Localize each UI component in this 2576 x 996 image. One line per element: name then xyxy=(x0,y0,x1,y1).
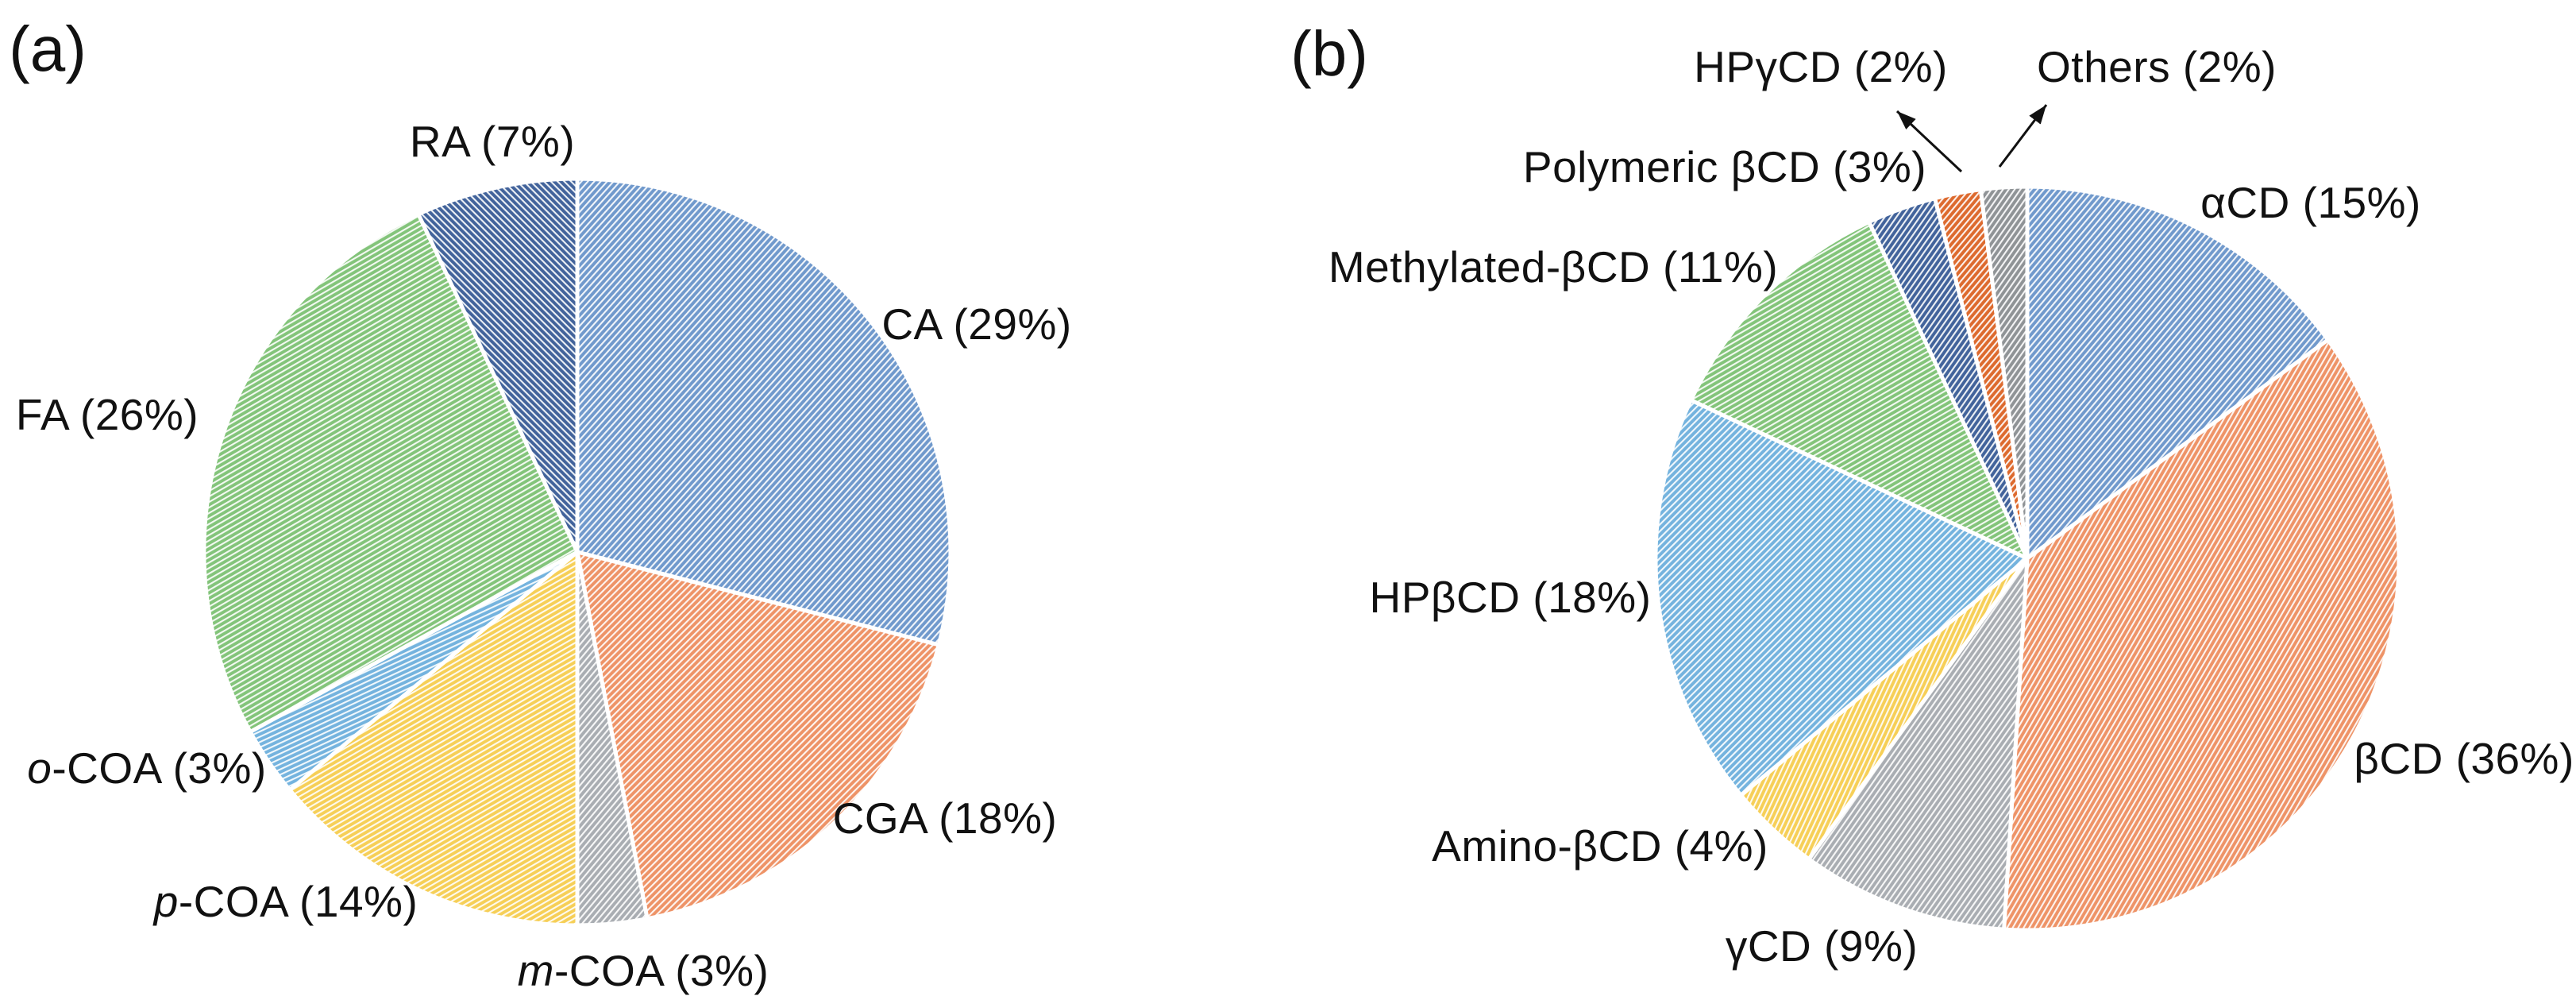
pie-slice-ra xyxy=(416,176,580,554)
pie-slice-others xyxy=(1978,184,2030,561)
pie-slice-p-coa xyxy=(287,550,580,928)
pie-slice-methylated-bcd xyxy=(1689,220,2030,561)
pie-slice-cga xyxy=(575,550,941,921)
callout-arrow-hpgcd xyxy=(1895,110,1963,173)
pie-b xyxy=(1653,184,2401,932)
pie-slice-hpbcd xyxy=(1653,398,2030,797)
pie-slice-bcd xyxy=(2002,338,2401,932)
pie-slice-gcd xyxy=(1807,556,2030,932)
pie-slice-fa xyxy=(202,212,580,734)
pie-slice-ca xyxy=(575,176,953,647)
pie-slice-acd xyxy=(2025,184,2331,561)
callout-arrow-others xyxy=(1998,104,2048,168)
pie-a xyxy=(202,176,953,928)
